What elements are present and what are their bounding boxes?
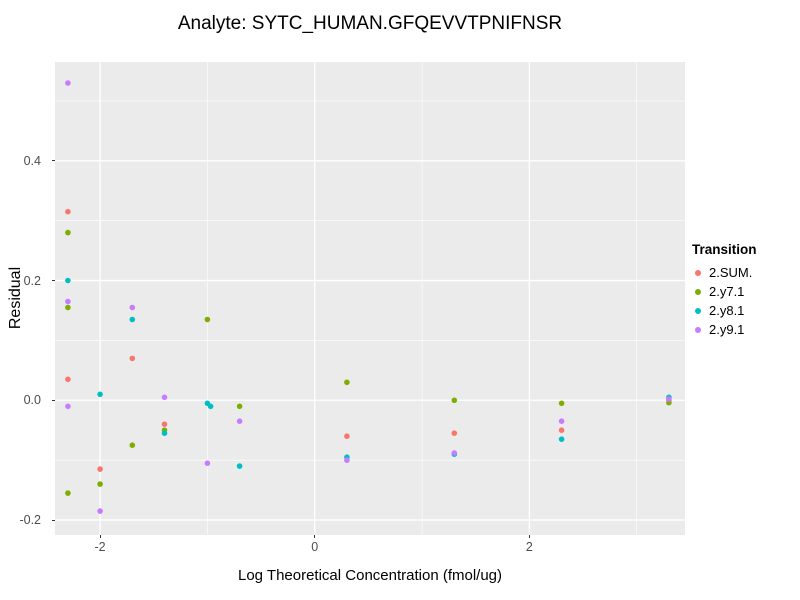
- data-point: [161, 430, 168, 437]
- data-point: [97, 466, 103, 472]
- data-point: [451, 430, 458, 437]
- data-point: [129, 316, 136, 323]
- data-point: [97, 391, 103, 398]
- data-point: [65, 304, 71, 311]
- plot-panel: [55, 62, 685, 535]
- legend-entry-label: 2.SUM.: [709, 265, 753, 280]
- data-point: [236, 403, 243, 410]
- data-point: [204, 316, 211, 323]
- data-point: [451, 450, 458, 456]
- data-point: [97, 481, 103, 487]
- legend-entry-label: 2.y7.1: [709, 284, 745, 299]
- data-point: [558, 436, 565, 443]
- data-point: [129, 442, 136, 449]
- data-point: [344, 433, 350, 440]
- legend-entry: 2.y8.1: [692, 301, 757, 320]
- data-point: [207, 403, 214, 410]
- legend-key-dot: [695, 269, 701, 276]
- data-point: [161, 394, 168, 401]
- legend-entry: 2.y9.1: [692, 320, 757, 339]
- data-point: [236, 463, 243, 469]
- data-point: [65, 208, 71, 215]
- legend: Transition 2.SUM. 2.y7.1 2.y8.1 2.y9.1: [692, 242, 757, 339]
- x-axis-tick-labels: -2 0 2: [55, 538, 685, 554]
- y-tick-label: 0.0: [23, 393, 41, 408]
- x-axis-title: Log Theoretical Concentration (fmol/ug): [237, 567, 503, 584]
- data-point: [451, 397, 458, 404]
- y-tick-label: -0.2: [19, 513, 41, 528]
- data-point: [129, 355, 136, 362]
- legend-key-dot: [695, 307, 701, 314]
- plot-canvas: [55, 62, 685, 535]
- x-tick-label: 0: [311, 540, 319, 554]
- data-point: [65, 80, 71, 86]
- data-point: [129, 304, 136, 311]
- legend-key-dot: [695, 288, 701, 295]
- data-point: [65, 490, 71, 496]
- data-point: [65, 376, 71, 383]
- data-point: [65, 229, 71, 236]
- legend-key-dot: [695, 326, 701, 333]
- data-point: [558, 400, 565, 407]
- legend-entry-label: 2.y8.1: [709, 303, 745, 318]
- x-tick-label: -2: [94, 540, 106, 554]
- legend-entry: 2.y7.1: [692, 282, 757, 301]
- legend-title: Transition: [692, 242, 757, 257]
- legend-entry: 2.SUM.: [692, 263, 757, 282]
- y-tick-label: 0.4: [23, 153, 41, 168]
- data-point: [558, 418, 565, 425]
- data-point: [344, 379, 350, 386]
- legend-entry-label: 2.y9.1: [709, 322, 745, 337]
- chart-title: Analyte: SYTC_HUMAN.GFQEVVTPNIFNSR: [177, 13, 563, 34]
- data-point: [161, 421, 168, 428]
- y-tick-label: 0.2: [23, 273, 41, 288]
- data-point: [204, 460, 211, 467]
- data-point: [558, 427, 565, 434]
- y-axis-tick-labels: -0.2 0.0 0.2 0.4: [0, 62, 49, 535]
- x-tick-label: 2: [525, 540, 533, 554]
- legend-entries: 2.SUM. 2.y7.1 2.y8.1 2.y9.1: [692, 263, 757, 339]
- data-point: [97, 508, 103, 514]
- data-point: [236, 418, 243, 425]
- data-point: [65, 298, 71, 305]
- data-point: [65, 403, 71, 410]
- data-point: [666, 396, 672, 402]
- data-point: [344, 457, 350, 464]
- data-point: [65, 277, 71, 284]
